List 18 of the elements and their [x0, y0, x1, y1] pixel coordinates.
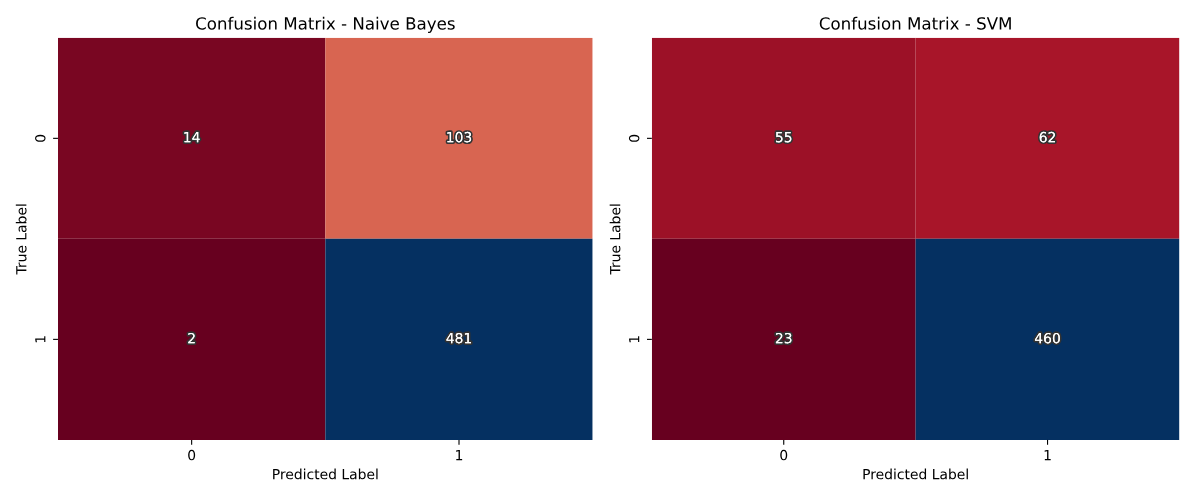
data-label: 481: [446, 332, 471, 344]
x-tick-label: 1: [1044, 450, 1051, 461]
chart-title: Confusion Matrix - SVM: [819, 16, 1011, 30]
x-axis-title: Predicted Label: [273, 468, 378, 480]
data-label: 23: [775, 332, 792, 344]
x-tick-label: 0: [780, 449, 788, 461]
x-tick-label: 0: [188, 449, 196, 461]
data-label: 460: [1034, 332, 1060, 344]
data-label: 62: [1039, 131, 1055, 143]
y-axis-title: True Label: [15, 204, 27, 275]
x-axis-title: Predicted Label: [863, 468, 968, 480]
x-tick-label: 1: [456, 450, 463, 461]
chart-title: Confusion Matrix - Naive Bayes: [196, 16, 455, 33]
data-label: 55: [775, 132, 792, 143]
data-label: 2: [188, 332, 195, 344]
y-axis-title: True Label: [609, 204, 621, 275]
data-label: 14: [184, 132, 200, 143]
data-label: 103: [447, 131, 472, 143]
